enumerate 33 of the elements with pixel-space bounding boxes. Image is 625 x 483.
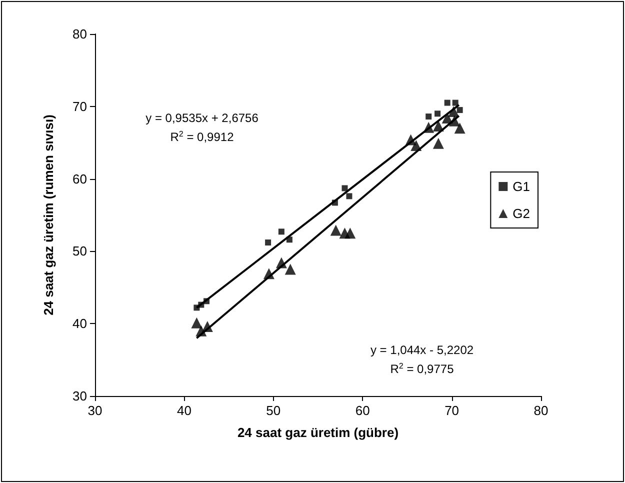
point [452,100,458,106]
y-tick-label: 30 [72,388,87,404]
x-tick-label: 40 [176,403,192,418]
point [284,264,296,275]
y-axis-title: 24 saat gaz üretim (rumen sıvısı) [41,114,56,316]
point [434,110,441,117]
point [191,317,202,328]
point [426,114,432,120]
x-tick-label: 30 [88,403,102,418]
point [432,138,444,149]
legend-label: G2 [512,206,530,221]
annotation: y = 0,9535x + 2,6756 [146,111,259,125]
point [346,193,352,200]
x-tick-label: 80 [534,403,548,418]
point [342,185,348,192]
point [330,224,342,236]
point [444,100,450,106]
y-tick-label: 70 [72,98,87,114]
point [456,107,463,114]
legend-label: G1 [512,179,530,194]
point [344,228,356,239]
point [454,122,466,134]
annotation: y = 1,044x - 5,2202 [370,343,474,357]
y-tick-label: 40 [72,316,87,332]
point [278,228,284,235]
y-tick-label: 60 [72,171,87,186]
x-tick-label: 60 [355,403,370,418]
x-tick-label: 70 [444,403,460,418]
y-tick-label: 50 [72,244,87,259]
y-tick-label: 80 [72,26,87,42]
x-tick-label: 50 [266,403,281,418]
x-axis-title: 24 saat gaz üretim (gübre) [237,425,399,440]
point [265,240,272,246]
